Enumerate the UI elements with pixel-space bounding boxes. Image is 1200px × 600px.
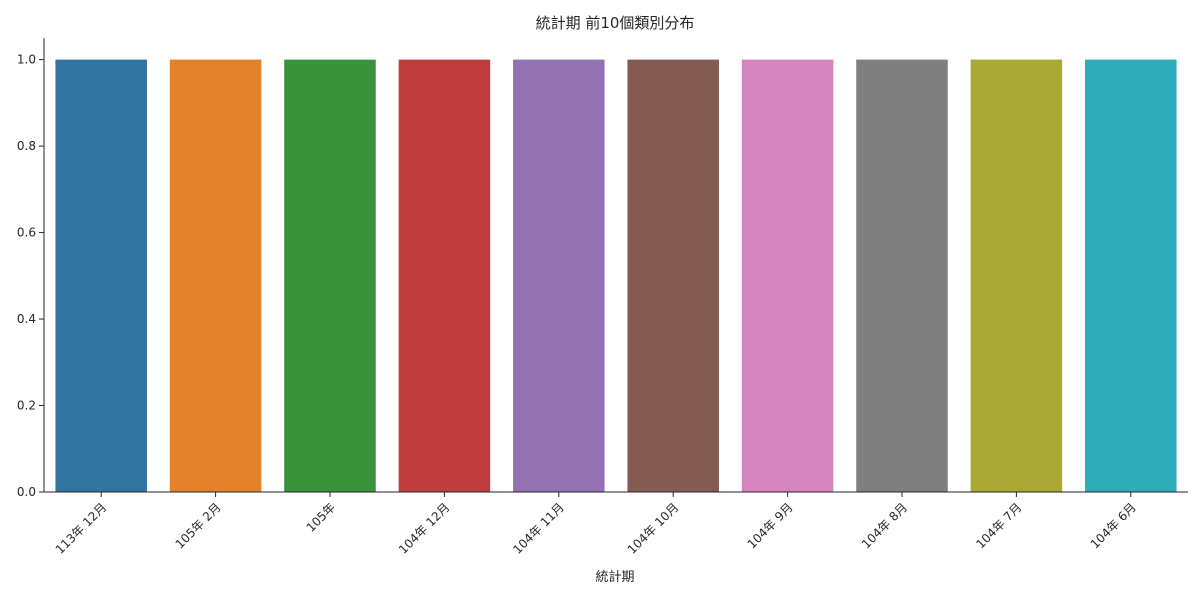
x-tick-label: 104年 10月	[625, 500, 682, 557]
y-tick-label: 0.6	[17, 226, 36, 240]
bar	[970, 59, 1063, 493]
x-axis-label: 統計期	[595, 569, 634, 585]
bar	[513, 59, 605, 493]
x-tick-label: 104年 7月	[973, 500, 1024, 551]
x-tick-label: 104年 12月	[396, 500, 453, 557]
y-tick-label: 0.4	[17, 312, 36, 326]
x-tick-label: 104年 6月	[1088, 500, 1139, 551]
plot-area: 0.0 0.2 0.4 0.6 0.8 1.0 113年 12月 105年 2月 105年 104…	[17, 38, 1188, 557]
bar	[1085, 59, 1177, 493]
bar	[627, 59, 719, 493]
y-tick-label: 0.8	[17, 139, 36, 153]
x-tick-label: 105年	[304, 500, 339, 535]
bar	[55, 59, 147, 493]
x-tick-label: 113年 12月	[53, 500, 110, 557]
bar	[398, 59, 491, 493]
bar	[856, 59, 948, 493]
y-tick-label: 0.2	[17, 399, 36, 413]
x-tick-label: 104年 11月	[510, 500, 567, 557]
x-tick-label: 104年 8月	[859, 500, 910, 551]
chart-title: 統計期 前10個類別分布	[536, 14, 695, 32]
bar	[169, 59, 262, 493]
y-tick-label: 1.0	[17, 53, 36, 67]
bar	[741, 59, 834, 493]
x-tick-label: 105年 2月	[173, 500, 224, 551]
x-tick-label: 104年 9月	[745, 500, 796, 551]
y-tick-label: 0.0	[17, 485, 36, 499]
bar	[284, 59, 376, 493]
